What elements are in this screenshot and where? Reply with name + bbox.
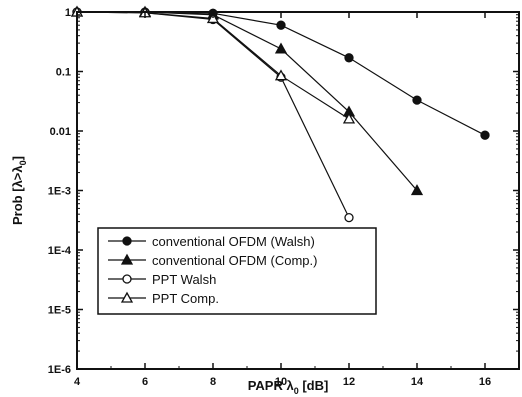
data-point (274, 69, 288, 81)
legend-marker (120, 253, 134, 265)
data-point (410, 184, 424, 196)
y-tick-label: 1E-6 (48, 364, 71, 376)
legend (97, 227, 377, 315)
y-axis-title: Prob [λ>λ0] (10, 156, 28, 225)
x-tick-label: 8 (210, 376, 216, 388)
y-tick-label: 0.01 (50, 126, 71, 138)
legend-label: PPT Comp. (152, 291, 219, 306)
y-tick-label: 1E-4 (48, 245, 72, 257)
y-tick-label: 1E-5 (48, 305, 71, 317)
series-line (76, 11, 350, 120)
data-point (344, 212, 354, 223)
data-point (276, 20, 286, 30)
x-tick-label: 6 (142, 376, 148, 388)
x-tick-label: 12 (343, 376, 355, 388)
series-4 (70, 5, 356, 124)
y-tick-label: 1 (65, 7, 71, 19)
x-tick-label: 16 (479, 376, 491, 388)
legend-label: conventional OFDM (Walsh) (152, 234, 315, 249)
legend-label: conventional OFDM (Comp.) (152, 253, 317, 268)
y-tick-label: 0.1 (56, 67, 71, 79)
series-line (76, 11, 350, 218)
legend-marker (120, 291, 134, 303)
series-line (77, 11, 418, 191)
plot-frame (76, 11, 520, 370)
data-point (480, 130, 490, 140)
x-tick-label: 4 (74, 376, 81, 388)
data-point (342, 112, 356, 124)
legend-marker (122, 236, 132, 246)
legend-label: PPT Walsh (152, 272, 216, 287)
x-tick-label: 14 (411, 376, 424, 388)
data-point (412, 95, 422, 105)
data-point (274, 42, 288, 54)
legend-marker (122, 274, 132, 284)
y-tick-label: 1E-3 (48, 186, 71, 198)
x-tick-label: 10 (275, 376, 287, 388)
x-axis-title: PAPR λ0 [dB] (248, 378, 329, 396)
data-point (344, 53, 354, 63)
series-2 (70, 5, 424, 196)
